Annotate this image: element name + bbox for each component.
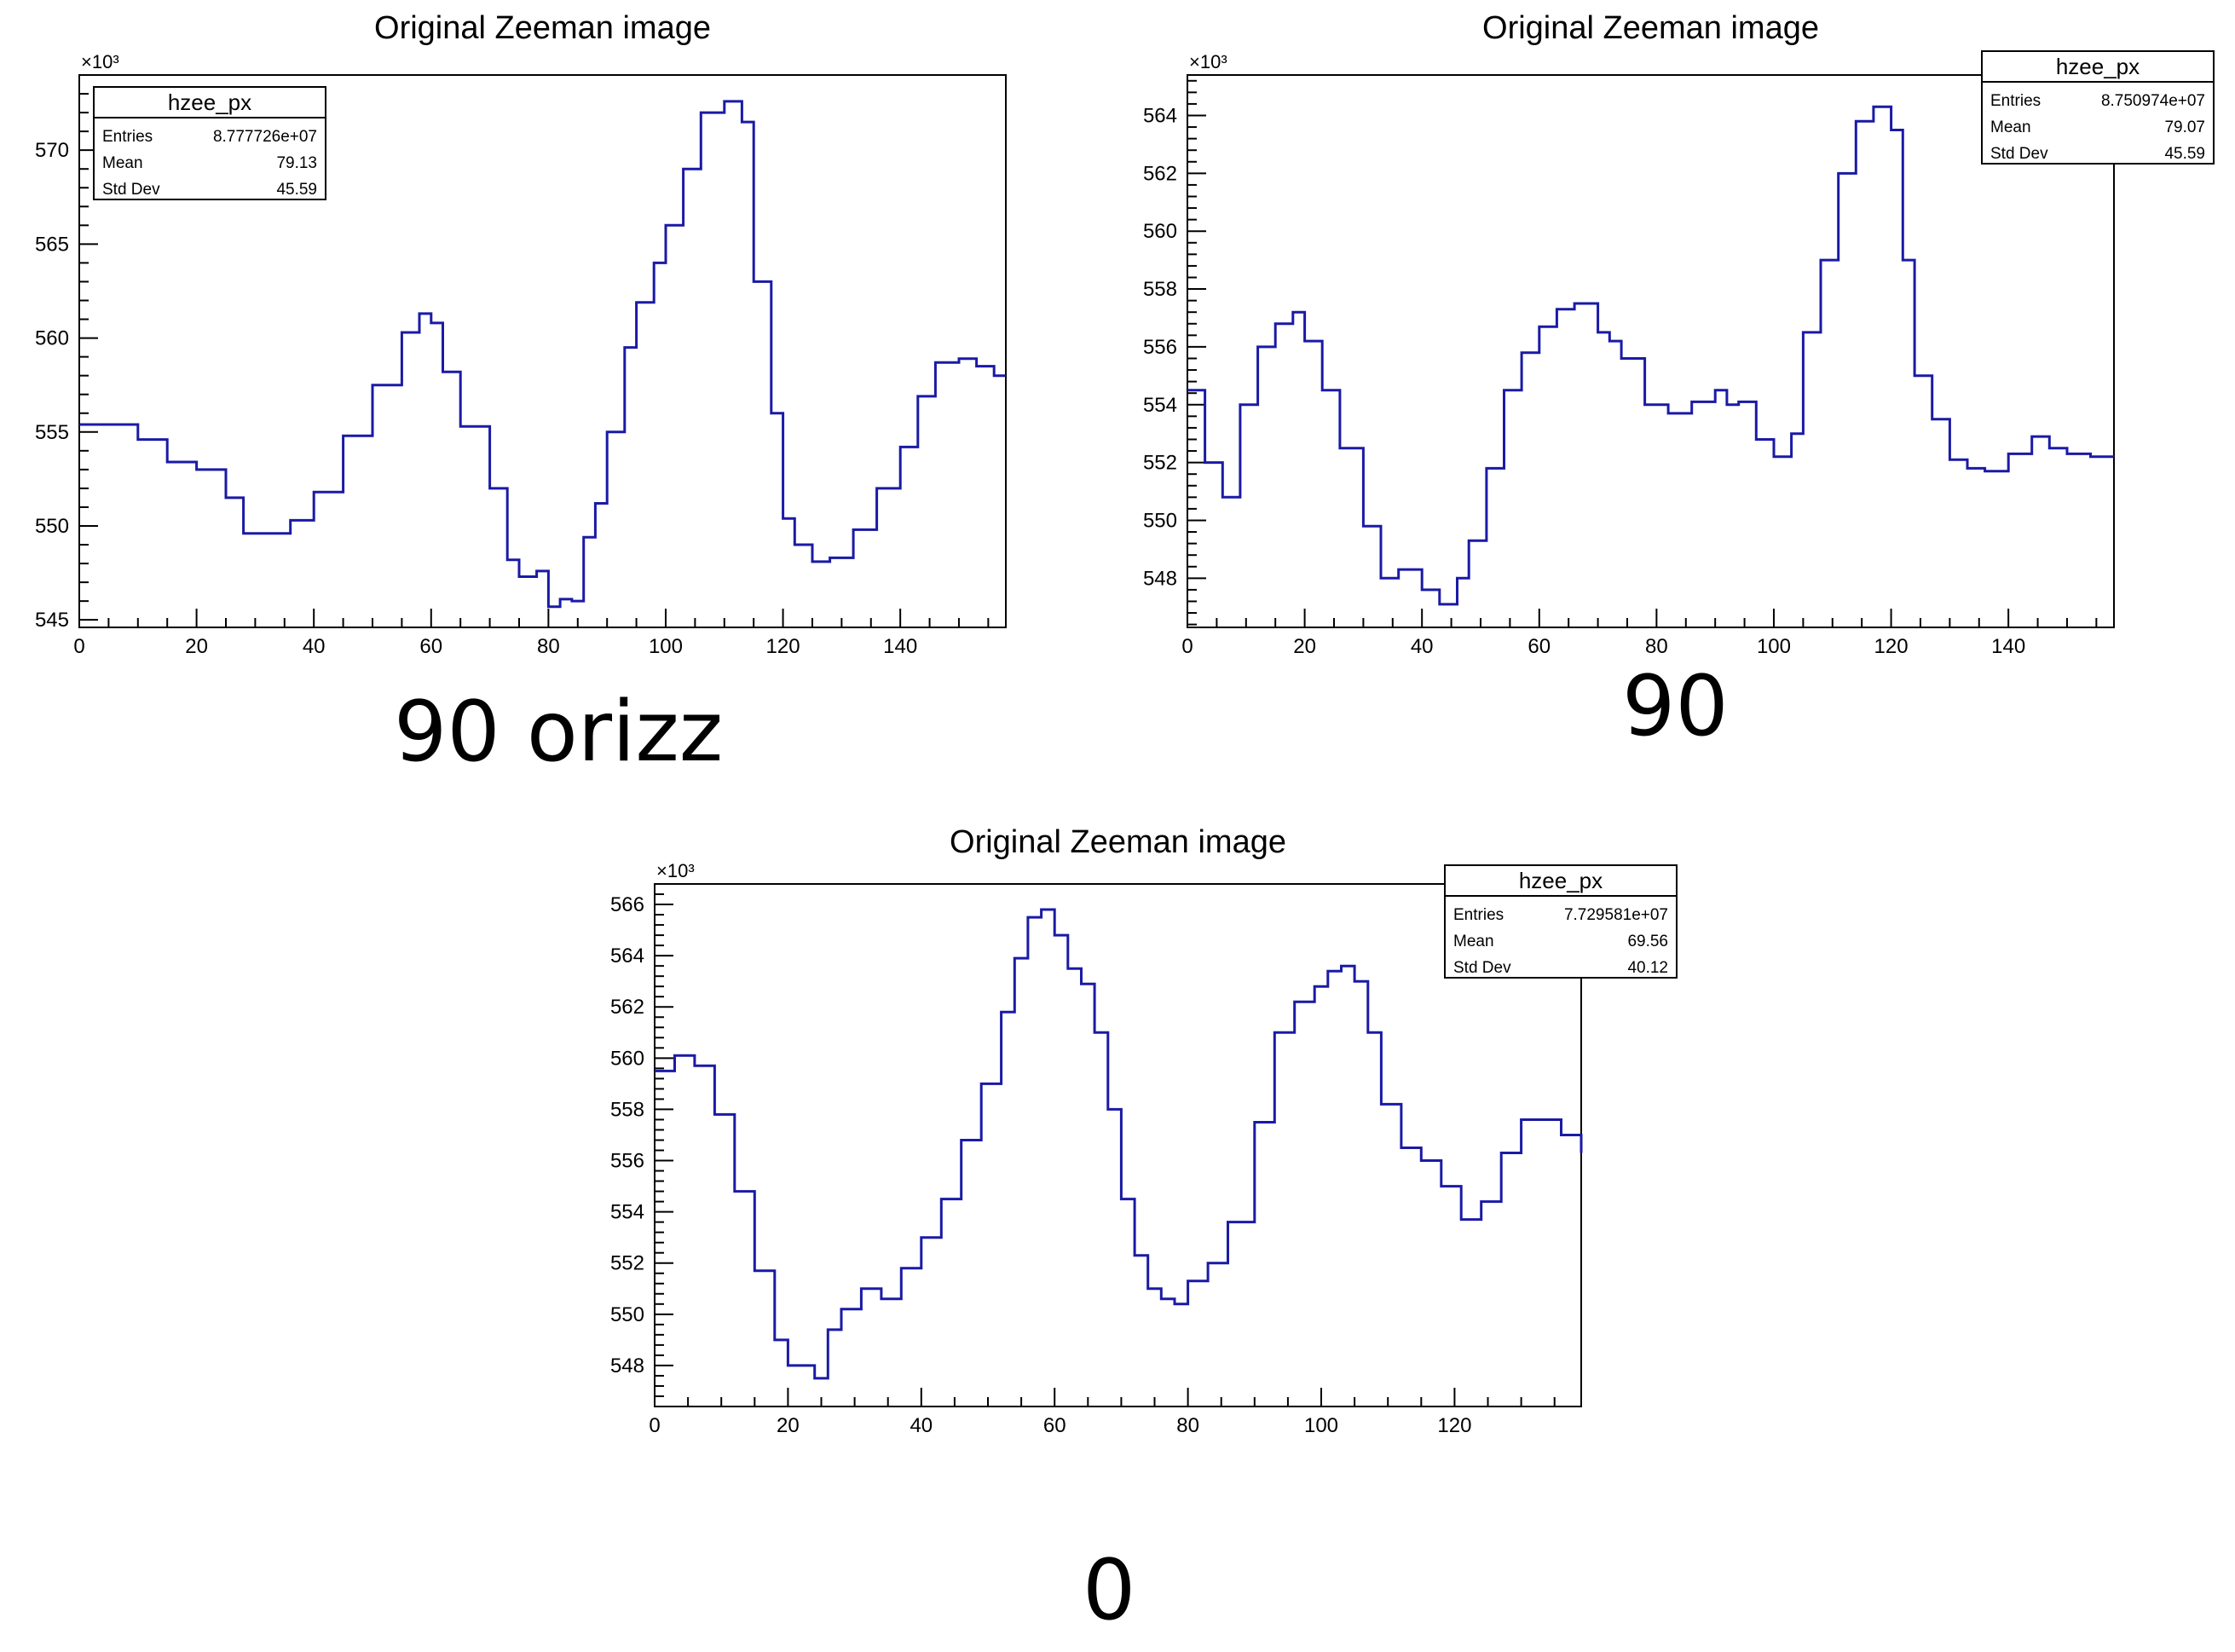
y-tick-label: 550 [35, 515, 69, 538]
x-tick-label: 20 [1293, 635, 1316, 658]
x-tick-label: 80 [1176, 1414, 1199, 1437]
stats-value: 79.13 [276, 154, 317, 172]
y-tick-label: 555 [35, 421, 69, 444]
y-tick-label: 558 [1143, 278, 1177, 301]
x-tick-label: 60 [1528, 635, 1551, 658]
y-tick-label: 566 [610, 893, 644, 916]
stats-label: Std Dev [102, 181, 160, 199]
stats-value: 7.729581e+07 [1564, 906, 1668, 924]
panel-caption: 90 [1622, 658, 1729, 755]
stats-label: Std Dev [1453, 959, 1511, 977]
plot-frame [654, 883, 1582, 1407]
x-tick-label: 40 [910, 1414, 933, 1437]
y-tick-label: 570 [35, 139, 69, 162]
stats-label: Entries [1990, 92, 2041, 110]
x-tick-label: 40 [303, 635, 326, 658]
y-multiplier: ×10³ [1189, 51, 1227, 72]
stats-value: 69.56 [1627, 933, 1668, 950]
y-tick-label: 552 [1143, 452, 1177, 475]
x-tick-label: 80 [537, 635, 560, 658]
y-tick-label: 550 [610, 1303, 644, 1326]
x-tick-label: 100 [1304, 1414, 1338, 1437]
chart-panel-90: Original Zeeman image ×10³ 0 20 40 60 80 100 120… [1108, 0, 2235, 784]
stats-value: 8.750974e+07 [2101, 92, 2205, 110]
y-tick-label: 548 [610, 1355, 644, 1378]
stats-box-frame [1981, 50, 2215, 165]
chart-title: Original Zeeman image [1482, 10, 1819, 46]
x-tick-label: 40 [1411, 635, 1434, 658]
y-multiplier: ×10³ [81, 51, 119, 72]
x-tick-label: 0 [73, 635, 84, 658]
stats-label: Mean [1453, 933, 1494, 950]
stats-value: 45.59 [276, 181, 317, 199]
stats-box: hzee_px Entries 8.750974e+07 Mean 79.07 Std D… [1981, 50, 2215, 165]
stats-box: hzee_px Entries 7.729581e+07 Mean 69.56 Std D… [1444, 864, 1678, 979]
panel-caption: 90 orizz [394, 684, 724, 781]
stats-label: Entries [102, 128, 153, 146]
y-multiplier: ×10³ [656, 860, 695, 881]
plot-frame [1187, 74, 2115, 628]
y-tick-label: 560 [35, 327, 69, 350]
y-tick-label: 564 [610, 944, 644, 968]
x-tick-label: 100 [649, 635, 683, 658]
y-tick-label: 550 [1143, 509, 1177, 532]
plot-frame [78, 74, 1007, 628]
y-tick-label: 545 [35, 609, 69, 632]
stats-label: Mean [102, 154, 143, 172]
y-tick-label: 560 [1143, 220, 1177, 243]
histogram-series [655, 908, 1583, 1380]
stats-box: hzee_px Entries 8.777726e+07 Mean 79.13 Std D… [93, 86, 326, 200]
x-tick-label: 120 [1874, 635, 1909, 658]
x-tick-label: 80 [1645, 635, 1668, 658]
x-tick-label: 140 [883, 635, 917, 658]
chart-title: Original Zeeman image [374, 10, 711, 46]
y-tick-label: 562 [1143, 162, 1177, 185]
histogram-chart: Original Zeeman image ×10³ 0 20 40 60 80 100 120… [35, 10, 1007, 658]
stats-value: 40.12 [1627, 959, 1668, 977]
histogram-chart: Original Zeeman image ×10³ 0 20 40 60 80 100 120… [610, 824, 1678, 1437]
panel-caption: 0 [1083, 1542, 1136, 1639]
stats-label: Entries [1453, 906, 1504, 924]
stats-box-title: hzee_px [168, 90, 251, 115]
x-tick-label: 140 [1991, 635, 2025, 658]
y-tick-label: 564 [1143, 104, 1177, 127]
histogram-chart: Original Zeeman image ×10³ 0 20 40 60 80 100 120… [1143, 10, 2215, 658]
stats-value: 45.59 [2164, 145, 2205, 163]
y-tick-label: 548 [1143, 567, 1177, 590]
x-tick-label: 0 [1181, 635, 1193, 658]
chart-title: Original Zeeman image [950, 824, 1286, 860]
y-tick-label: 558 [610, 1098, 644, 1121]
x-tick-label: 100 [1757, 635, 1791, 658]
stats-value: 8.777726e+07 [213, 128, 317, 146]
stats-label: Mean [1990, 118, 2031, 136]
y-tick-label: 562 [610, 996, 644, 1019]
x-tick-label: 60 [1043, 1414, 1066, 1437]
y-tick-label: 552 [610, 1252, 644, 1275]
y-tick-label: 554 [610, 1201, 644, 1224]
x-tick-label: 0 [649, 1414, 660, 1437]
x-tick-label: 20 [777, 1414, 800, 1437]
stats-box-title: hzee_px [1519, 868, 1603, 893]
chart-panel-0: Original Zeeman image ×10³ 0 20 40 60 80 100 120… [580, 814, 1688, 1652]
stats-box-frame [93, 86, 326, 200]
stats-value: 79.07 [2164, 118, 2205, 136]
stats-box-title: hzee_px [2056, 54, 2140, 79]
histogram-series [79, 100, 1006, 609]
y-tick-label: 560 [610, 1047, 644, 1070]
chart-panel-90-orizz: Original Zeeman image ×10³ 0 20 40 60 80 100 120… [0, 0, 1023, 784]
stats-box-frame [1444, 864, 1678, 979]
y-tick-label: 565 [35, 233, 69, 256]
x-tick-label: 60 [419, 635, 442, 658]
x-tick-label: 120 [766, 635, 800, 658]
x-tick-label: 120 [1437, 1414, 1471, 1437]
histogram-series [1187, 105, 2114, 606]
y-tick-label: 556 [1143, 336, 1177, 359]
x-tick-label: 20 [185, 635, 208, 658]
y-tick-label: 554 [1143, 394, 1177, 417]
y-tick-label: 556 [610, 1150, 644, 1173]
stats-label: Std Dev [1990, 145, 2048, 163]
